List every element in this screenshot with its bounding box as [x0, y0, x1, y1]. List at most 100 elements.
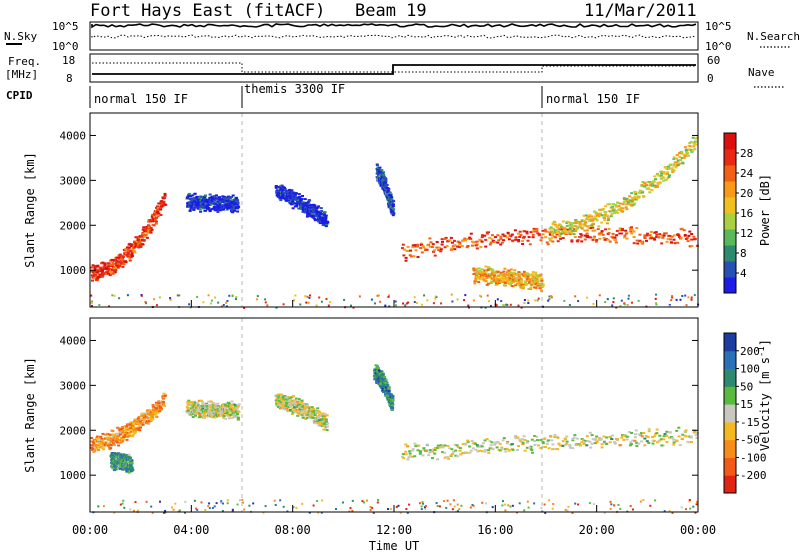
data-cell [561, 444, 565, 447]
data-cell [136, 417, 140, 420]
data-cell [480, 450, 484, 453]
data-cell [495, 446, 499, 449]
data-cell [592, 210, 596, 213]
data-cell [598, 437, 602, 440]
data-cell [549, 239, 553, 242]
data-cell [478, 449, 482, 452]
data-cell [210, 299, 213, 302]
data-cell [685, 508, 687, 511]
data-cell [174, 502, 177, 505]
data-cell [233, 403, 237, 406]
data-cell [216, 407, 220, 410]
data-cell [216, 402, 220, 405]
station-title: Fort Hays East (fitACF) [90, 1, 325, 21]
nave-right-tick-top: 60 [707, 54, 720, 67]
data-cell [122, 463, 126, 466]
data-cell [637, 442, 641, 445]
data-cell [130, 461, 134, 464]
data-cell [188, 198, 192, 201]
data-cell [290, 402, 294, 405]
data-cell [540, 277, 544, 280]
data-cell [629, 230, 633, 233]
colorbar-tick-label: 28 [740, 147, 753, 160]
data-cell [415, 302, 418, 304]
data-cell [453, 244, 457, 247]
data-cell [503, 282, 507, 284]
data-cell [427, 454, 431, 457]
data-cell [662, 234, 666, 237]
data-cell [634, 193, 638, 196]
data-cell [565, 232, 569, 235]
data-cell [487, 275, 491, 278]
data-cell [231, 209, 234, 212]
data-cell [586, 296, 589, 299]
data-cell [675, 429, 679, 432]
data-cell [498, 449, 502, 452]
data-cell [162, 200, 166, 203]
data-cell [119, 253, 122, 256]
colorbar-swatch [724, 261, 736, 278]
data-cell [199, 406, 203, 409]
data-cell [162, 202, 166, 205]
data-cell [125, 428, 129, 431]
data-cell [128, 457, 132, 460]
data-cell [297, 193, 301, 196]
data-cell [626, 201, 630, 204]
data-cell [299, 199, 302, 202]
data-cell [211, 207, 215, 210]
data-cell [521, 438, 524, 441]
data-cell [623, 198, 626, 201]
data-cell [488, 236, 492, 239]
data-cell [498, 281, 502, 284]
data-cell [119, 466, 122, 468]
data-cell [186, 409, 190, 412]
data-cell [640, 191, 644, 194]
data-cell [220, 305, 223, 308]
data-cell [680, 506, 683, 509]
data-cell [222, 416, 226, 419]
data-cell [684, 294, 687, 297]
data-cell [516, 232, 520, 235]
data-cell [390, 196, 394, 199]
data-cell [191, 413, 195, 416]
data-cell [279, 193, 283, 196]
data-cell [677, 426, 681, 429]
data-cell [316, 500, 319, 502]
data-cell [494, 441, 498, 444]
data-cell [639, 500, 642, 503]
data-cell [219, 413, 223, 415]
data-cell [480, 236, 484, 239]
data-cell [628, 444, 632, 447]
data-cell [629, 443, 633, 446]
data-cell [234, 408, 238, 411]
data-cell [128, 432, 132, 435]
data-cell [550, 237, 554, 240]
data-cell [121, 259, 125, 261]
data-cell [522, 273, 526, 276]
data-cell [446, 240, 450, 243]
data-cell [566, 228, 569, 231]
data-cell [236, 405, 240, 408]
data-cell [275, 404, 279, 407]
data-cell [286, 193, 290, 196]
data-cell [213, 411, 217, 414]
data-cell [266, 304, 269, 307]
data-cell [693, 148, 697, 151]
data-cell [90, 437, 94, 439]
data-cell [571, 511, 574, 514]
data-cell [543, 228, 547, 231]
data-cell [90, 294, 93, 297]
data-cell [489, 282, 493, 285]
data-cell [600, 231, 604, 234]
data-cell [519, 440, 523, 443]
data-cell [619, 202, 622, 205]
data-cell [553, 436, 557, 439]
data-cell [535, 278, 539, 281]
data-cell [92, 443, 96, 446]
data-cell [458, 449, 462, 452]
data-cell [157, 400, 161, 403]
data-cell [616, 211, 620, 214]
data-cell [228, 205, 232, 208]
data-cell [570, 239, 574, 242]
data-cell [222, 403, 226, 405]
